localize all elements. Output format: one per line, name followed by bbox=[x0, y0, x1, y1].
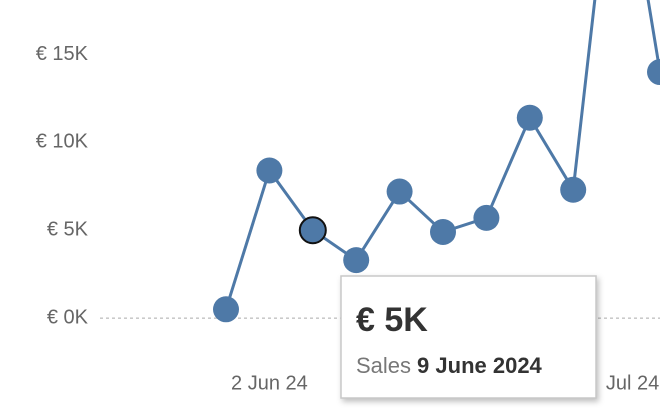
x-tick-label: Jul 24 bbox=[606, 372, 659, 394]
tooltip-text: Sales 9 June 2024 bbox=[356, 353, 543, 378]
point bbox=[560, 176, 587, 203]
y-tick-label: € 5K bbox=[47, 219, 89, 241]
tooltip-date: 9 June 2024 bbox=[417, 353, 543, 378]
x-tick-label: 2 Jun 24 bbox=[231, 372, 308, 394]
y-tick-label: € 0K bbox=[47, 306, 89, 328]
tooltip-measure: Sales bbox=[356, 353, 411, 378]
tooltip-box bbox=[340, 275, 597, 399]
tooltip-value: € 5K bbox=[356, 301, 428, 339]
point bbox=[298, 216, 327, 245]
line bbox=[224, 0, 660, 310]
point bbox=[473, 204, 500, 231]
plot: € 0K € 5K € 10K € 15K 2 Jun 24 Jul 24 bbox=[36, 0, 660, 394]
y-tick-label: € 15K bbox=[36, 43, 89, 65]
point bbox=[343, 247, 370, 274]
point bbox=[516, 104, 543, 131]
point bbox=[213, 296, 239, 323]
point bbox=[386, 178, 413, 205]
y-tick-label: € 10K bbox=[36, 131, 89, 153]
point bbox=[430, 218, 456, 245]
point bbox=[256, 157, 283, 184]
point bbox=[647, 59, 660, 86]
tooltip: € 5K Sales 9 June 2024 bbox=[340, 275, 597, 399]
